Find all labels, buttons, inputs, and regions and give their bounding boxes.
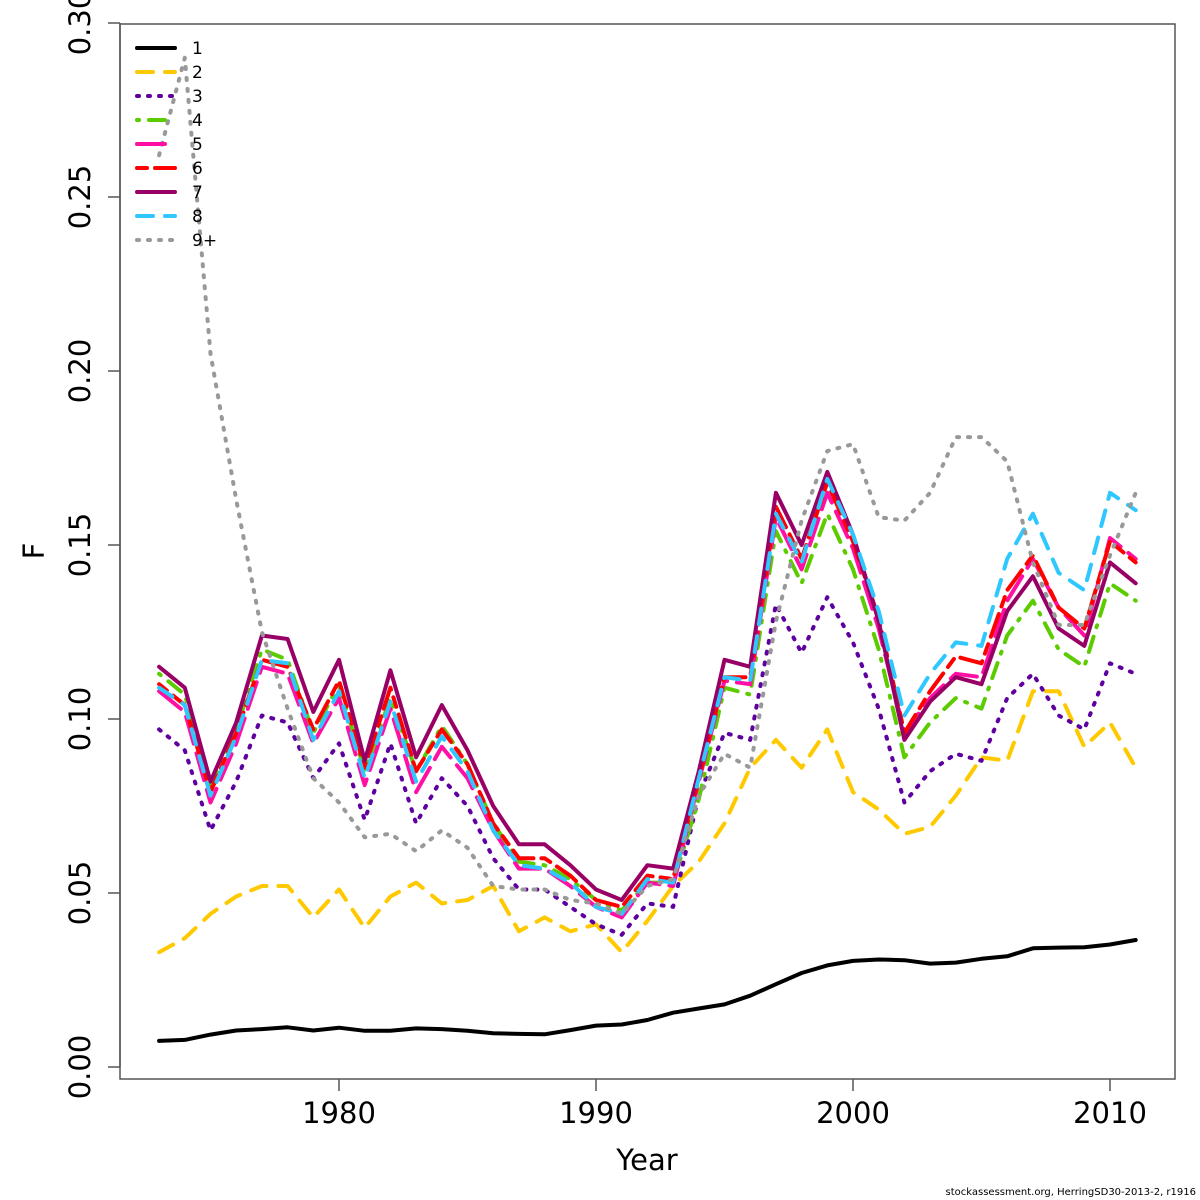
legend-item: 5 [135, 135, 203, 155]
legend: 1 2 3 4 5 6 7 8 9+ [135, 39, 217, 251]
legend-item: 6 [135, 159, 203, 179]
series-line-3 [157, 595, 1138, 937]
series-line-8 [157, 476, 1138, 916]
legend-label: 3 [192, 87, 203, 107]
y-tick-label: 0.00 [63, 1035, 97, 1100]
legend-item: 2 [135, 63, 203, 83]
legend-item: 3 [135, 87, 203, 107]
y-tick-label: 0.15 [63, 513, 97, 578]
x-axis: 1980 1990 2000 2010 [302, 1079, 1147, 1130]
legend-item: 8 [135, 207, 203, 227]
legend-item: 1 [135, 39, 203, 59]
y-tick-label: 0.10 [63, 687, 97, 752]
plot-lines [157, 55, 1138, 1043]
x-tick-label: 1980 [302, 1096, 376, 1130]
legend-label: 7 [192, 183, 203, 203]
legend-label: 1 [192, 39, 203, 59]
footer-credit: stockassessment.org, HerringSD30-2013-2,… [945, 1187, 1196, 1198]
legend-label: 5 [192, 135, 203, 155]
legend-label: 8 [192, 207, 203, 227]
legend-label: 2 [192, 63, 203, 83]
y-tick-label: 0.20 [63, 339, 97, 404]
x-axis-title: Year [615, 1143, 677, 1177]
series-line-1 [157, 938, 1138, 1043]
legend-label: 4 [192, 111, 203, 131]
legend-item: 9+ [135, 231, 217, 251]
legend-item: 4 [135, 111, 203, 131]
y-axis-title: F [17, 543, 51, 560]
series-line-9plus [157, 55, 1138, 916]
x-tick-label: 2000 [816, 1096, 890, 1130]
x-tick-label: 1990 [559, 1096, 633, 1130]
y-axis: 0.00 0.05 0.10 0.15 0.20 0.25 0.30 [63, 0, 121, 1100]
legend-label: 6 [192, 159, 203, 179]
legend-item: 7 [135, 183, 203, 203]
series-line-5 [157, 490, 1138, 920]
series-line-7 [157, 469, 1138, 902]
x-tick-label: 2010 [1073, 1096, 1147, 1130]
y-tick-label: 0.30 [63, 0, 97, 55]
series-line-2 [157, 689, 1138, 955]
y-tick-label: 0.05 [63, 861, 97, 926]
legend-label: 9+ [192, 231, 217, 251]
series-line-6 [157, 480, 1138, 909]
y-tick-label: 0.25 [63, 165, 97, 230]
